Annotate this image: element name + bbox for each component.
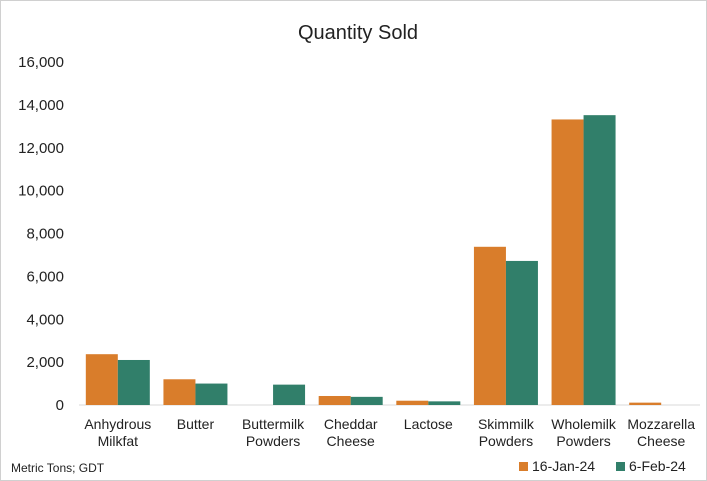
bar-6-feb-24-5 (505, 260, 538, 405)
bar-16-jan-24-7 (629, 402, 662, 405)
bar-16-jan-24-6 (551, 119, 584, 405)
x-tick-label: Powders (479, 433, 533, 449)
legend: 16-Jan-24 6-Feb-24 (519, 458, 686, 474)
bar-6-feb-24-6 (583, 115, 616, 405)
y-tick-label: 16,000 (18, 54, 64, 71)
chart-title: Quantity Sold (298, 22, 418, 44)
x-tick-label: Lactose (404, 416, 453, 432)
x-tick-label: Skimmilk (478, 416, 535, 432)
bars (85, 115, 662, 405)
y-tick-label: 4,000 (26, 311, 64, 328)
x-tick-label: Butter (177, 416, 215, 432)
x-tick-label: Anhydrous (84, 416, 151, 432)
y-tick-label: 14,000 (18, 97, 64, 114)
x-tick-label: Powders (246, 433, 300, 449)
y-tick-label: 0 (56, 397, 64, 414)
bar-16-jan-24-1 (163, 379, 196, 405)
y-tick-label: 2,000 (26, 354, 64, 371)
legend-swatch (519, 462, 528, 471)
y-tick-label: 12,000 (18, 140, 64, 157)
bar-16-jan-24-3 (318, 395, 351, 405)
y-axis: 0 2,000 4,000 6,000 8,000 10,000 12,000 14,000 1… (18, 54, 64, 414)
legend-label: 6-Feb-24 (629, 458, 686, 474)
x-tick-label: Cheese (327, 433, 375, 449)
source-note: Metric Tons; GDT (11, 461, 105, 475)
bar-16-jan-24-5 (473, 246, 506, 405)
x-tick-label: Powders (556, 433, 610, 449)
y-tick-label: 6,000 (26, 268, 64, 285)
bar-6-feb-24-0 (117, 359, 150, 405)
bar-16-jan-24-0 (85, 354, 118, 405)
legend-swatch (616, 462, 625, 471)
bar-6-feb-24-3 (350, 396, 383, 405)
x-tick-label: Wholemilk (551, 416, 617, 432)
bar-6-feb-24-2 (273, 384, 306, 405)
y-tick-label: 10,000 (18, 183, 64, 200)
x-tick-label: Milkfat (98, 433, 139, 449)
bar-6-feb-24-1 (195, 383, 228, 405)
bar-16-jan-24-4 (396, 400, 429, 405)
y-tick-label: 8,000 (26, 226, 64, 243)
legend-label: 16-Jan-24 (532, 458, 595, 474)
x-tick-label: Cheddar (324, 416, 378, 432)
x-tick-label: Cheese (637, 433, 685, 449)
bar-6-feb-24-4 (428, 401, 461, 405)
x-tick-label: Buttermilk (242, 416, 305, 432)
x-tick-label: Mozzarella (627, 416, 695, 432)
